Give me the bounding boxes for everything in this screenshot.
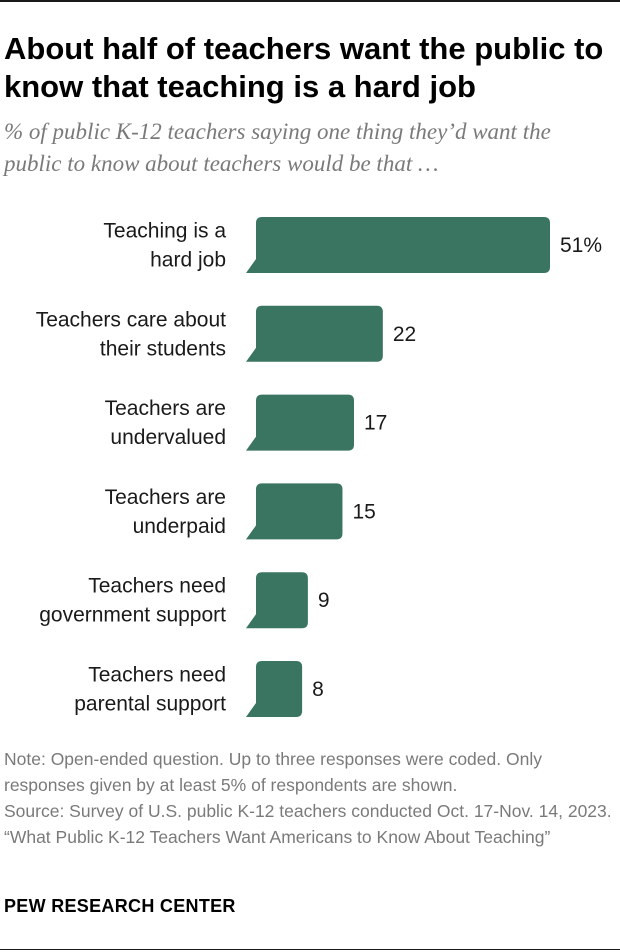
bar bbox=[246, 217, 550, 273]
category-label: Teachers care about bbox=[36, 308, 226, 331]
category-label: Teachers need bbox=[88, 575, 226, 598]
category-label: Teaching is a bbox=[103, 220, 226, 243]
bottom-rule bbox=[0, 949, 620, 950]
bar bbox=[246, 483, 343, 540]
category-label: undervalued bbox=[110, 426, 226, 449]
bar bbox=[246, 305, 383, 362]
value-label: 9 bbox=[318, 589, 330, 612]
category-label: Teachers are bbox=[105, 397, 226, 420]
category-label: hard job bbox=[150, 249, 226, 272]
category-label: their students bbox=[100, 337, 226, 360]
value-label: 17 bbox=[364, 412, 387, 435]
bar bbox=[246, 572, 308, 629]
category-label: Teachers need bbox=[88, 664, 226, 687]
brand-logo-text: PEW RESEARCH CENTER bbox=[4, 896, 236, 916]
value-label: 51% bbox=[560, 234, 602, 257]
bar bbox=[246, 394, 354, 451]
category-label: Teachers are bbox=[105, 486, 226, 509]
value-label: 15 bbox=[352, 500, 375, 523]
top-rule bbox=[0, 0, 620, 2]
report-title-text: “What Public K-12 Teachers Want American… bbox=[4, 827, 551, 847]
chart-subtitle: % of public K-12 teachers saying one thi… bbox=[4, 119, 551, 176]
category-label: underpaid bbox=[133, 515, 226, 538]
source-text: Source: Survey of U.S. public K-12 teach… bbox=[4, 801, 612, 821]
note-text: Note: Open-ended question. Up to three r… bbox=[4, 749, 542, 795]
value-label: 22 bbox=[393, 323, 416, 346]
category-label: government support bbox=[39, 604, 226, 627]
chart-title: About half of teachers want the public t… bbox=[4, 31, 604, 104]
value-label: 8 bbox=[312, 678, 324, 701]
bar bbox=[246, 661, 303, 717]
category-label: parental support bbox=[74, 693, 226, 716]
chart-notes: Note: Open-ended question. Up to three r… bbox=[4, 746, 616, 850]
